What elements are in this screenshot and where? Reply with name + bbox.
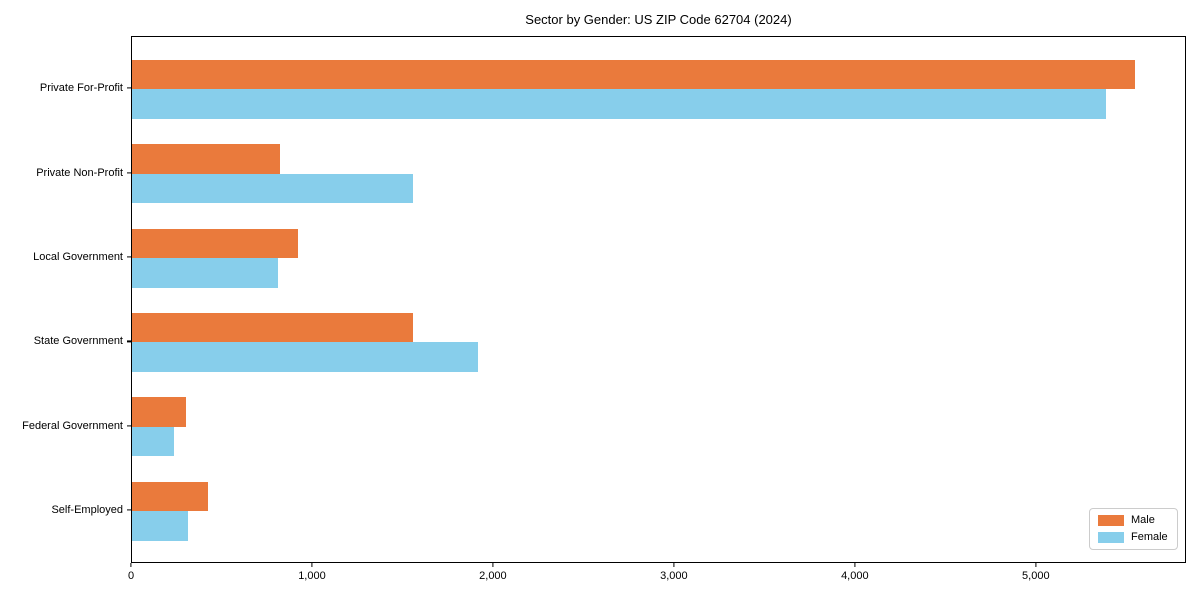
y-tick-mark (127, 425, 131, 427)
x-tick-label: 5,000 (1022, 570, 1050, 582)
x-tick-mark (1035, 563, 1037, 567)
y-tick-mark (127, 172, 131, 174)
category-label: Private Non-Profit (36, 166, 123, 179)
category-label: Federal Government (22, 419, 123, 432)
bar-female-5 (132, 426, 174, 457)
y-tick-mark (127, 256, 131, 258)
x-tick-mark (854, 563, 856, 567)
legend-row-female: Female (1098, 532, 1169, 543)
bar-female-3 (132, 258, 278, 288)
category-label: Self-Employed (51, 504, 123, 517)
x-tick-label: 1,000 (298, 570, 326, 582)
bar-female-4 (132, 342, 478, 372)
y-tick-mark (127, 340, 131, 342)
legend-swatch-male (1098, 515, 1124, 526)
legend-label-female: Female (1131, 531, 1168, 543)
y-tick-mark (127, 509, 131, 511)
bar-male-6 (132, 481, 208, 512)
x-tick-mark (492, 563, 494, 567)
bar-female-2 (132, 173, 413, 204)
bar-male-4 (132, 312, 414, 343)
legend-swatch-female (1098, 532, 1124, 543)
x-tick-label: 0 (127, 570, 135, 582)
bar-male-2 (132, 144, 281, 174)
chart-title: Sector by Gender: US ZIP Code 62704 (202… (525, 12, 792, 27)
x-tick-mark (311, 563, 313, 567)
y-tick-mark (127, 87, 131, 89)
plot-area (131, 36, 1186, 563)
category-label: Private For-Profit (39, 82, 123, 95)
x-tick-label: 2,000 (479, 570, 507, 582)
bar-male-5 (132, 397, 187, 427)
x-tick-mark (673, 563, 675, 567)
legend: Male Female (1089, 508, 1178, 550)
bar-male-1 (132, 59, 1135, 90)
category-label: Local Government (33, 251, 123, 263)
x-tick-mark (130, 563, 132, 567)
legend-label-male: Male (1131, 514, 1155, 526)
bar-female-1 (132, 89, 1106, 119)
bar-male-3 (132, 228, 298, 258)
legend-row-male: Male (1098, 515, 1169, 526)
category-label: State Government (33, 335, 123, 348)
x-tick-label: 4,000 (841, 570, 869, 582)
x-tick-label: 3,000 (660, 570, 688, 582)
bar-female-6 (132, 511, 189, 541)
